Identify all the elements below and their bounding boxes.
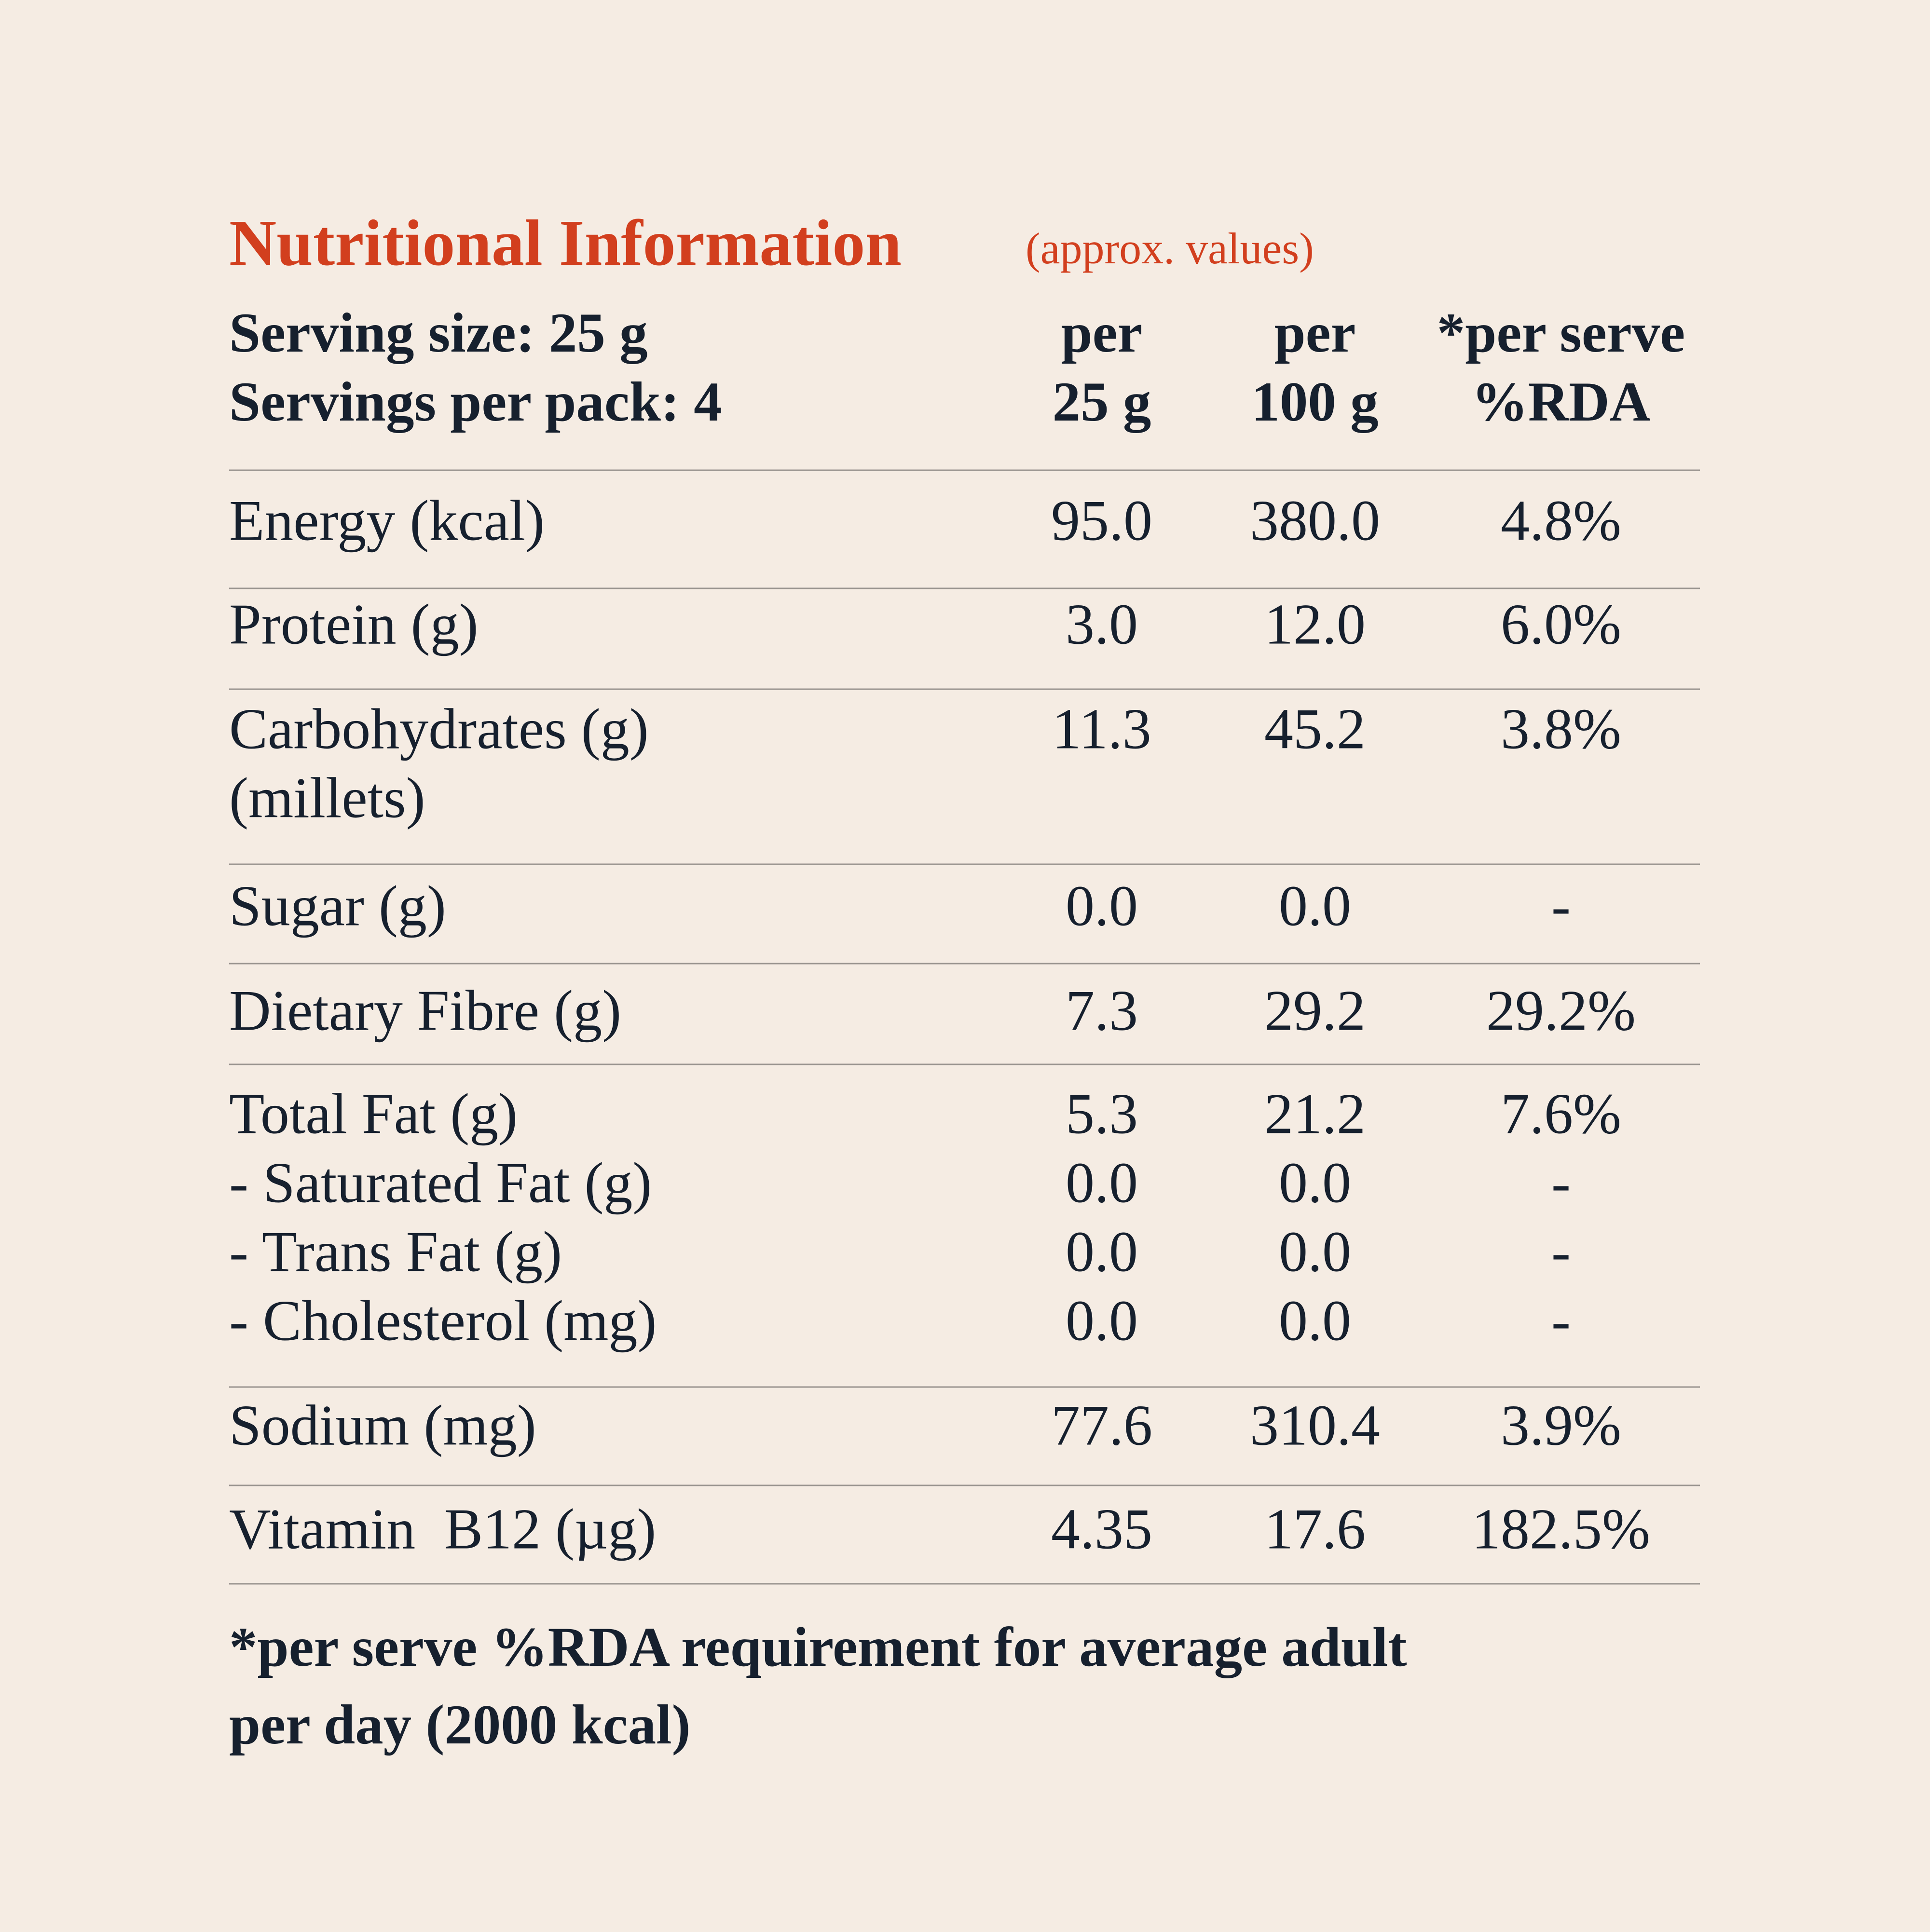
nutrient-value: 77.6 — [1051, 1393, 1152, 1457]
column-header: 100 g — [1251, 371, 1378, 433]
column-header: *per serve — [1437, 302, 1685, 364]
nutrient-value: 11.3 — [1052, 697, 1151, 761]
nutrient-value: 17.6 — [1264, 1497, 1366, 1561]
nutrient-value: 4.35 — [1051, 1497, 1152, 1561]
nutrient-value: 5.3 — [1066, 1082, 1138, 1146]
nutrient-label: Carbohydrates (g) — [229, 697, 649, 761]
column-header: per — [1274, 302, 1356, 364]
nutrient-value: 380.0 — [1250, 489, 1380, 553]
nutrient-value: - — [1551, 1151, 1571, 1215]
nutrient-value: 0.0 — [1066, 1220, 1138, 1284]
footnote: *per serve %RDA requirement for average … — [229, 1616, 1407, 1678]
nutrient-label: Protein (g) — [229, 592, 479, 656]
column-header: %RDA — [1472, 371, 1650, 433]
nutrient-value: 0.0 — [1279, 874, 1351, 938]
nutrient-label: Vitamin B12 (µg) — [229, 1497, 656, 1561]
serving-info: Servings per pack: 4 — [229, 371, 722, 433]
nutrient-value: - — [1551, 1220, 1571, 1284]
nutrient-label: - Cholesterol (mg) — [229, 1289, 657, 1353]
column-header: per — [1061, 302, 1143, 364]
nutrient-value: 3.8% — [1501, 697, 1621, 761]
nutrient-value: 7.6% — [1501, 1082, 1621, 1146]
nutrient-value: 3.9% — [1501, 1393, 1621, 1457]
nutrient-value: 0.0 — [1279, 1289, 1351, 1353]
nutrient-label: (millets) — [229, 766, 425, 830]
title: Nutritional Information — [229, 207, 902, 279]
nutrient-value: 182.5% — [1472, 1497, 1650, 1561]
subtitle: (approx. values) — [1026, 224, 1314, 273]
nutrient-value: 29.2 — [1264, 979, 1366, 1043]
nutrient-value: 12.0 — [1264, 592, 1366, 656]
nutrient-value: 310.4 — [1250, 1393, 1380, 1457]
nutrient-value: 4.8% — [1501, 489, 1621, 553]
nutrient-value: 3.0 — [1066, 592, 1138, 656]
nutrient-value: 0.0 — [1279, 1151, 1351, 1215]
nutrient-value: 0.0 — [1066, 874, 1138, 938]
nutrient-label: Sugar (g) — [229, 874, 446, 938]
nutrient-value: - — [1551, 1289, 1571, 1353]
nutrient-label: Dietary Fibre (g) — [229, 979, 621, 1043]
nutrient-value: 21.2 — [1264, 1082, 1366, 1146]
nutrient-value: 0.0 — [1066, 1289, 1138, 1353]
footnote: per day (2000 kcal) — [229, 1694, 691, 1756]
nutrient-label: - Saturated Fat (g) — [229, 1151, 652, 1215]
nutrient-value: 6.0% — [1501, 592, 1621, 656]
nutrient-value: - — [1551, 874, 1571, 938]
nutrient-label: Total Fat (g) — [229, 1082, 518, 1146]
nutrient-value: 29.2% — [1486, 979, 1636, 1043]
nutrient-value: 0.0 — [1279, 1220, 1351, 1284]
nutrient-value: 95.0 — [1051, 489, 1152, 553]
nutrient-value: 0.0 — [1066, 1151, 1138, 1215]
serving-info: Serving size: 25 g — [229, 302, 648, 364]
nutrient-value: 45.2 — [1264, 697, 1366, 761]
nutrient-label: Energy (kcal) — [229, 489, 545, 553]
nutrient-label: Sodium (mg) — [229, 1393, 536, 1457]
nutrient-label: - Trans Fat (g) — [229, 1220, 562, 1284]
nutrient-value: 7.3 — [1066, 979, 1138, 1043]
column-header: 25 g — [1053, 371, 1151, 433]
